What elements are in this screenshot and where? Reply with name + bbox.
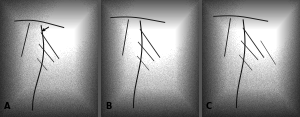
Text: A: A — [4, 102, 11, 111]
Text: B: B — [105, 102, 111, 111]
Text: C: C — [206, 102, 212, 111]
